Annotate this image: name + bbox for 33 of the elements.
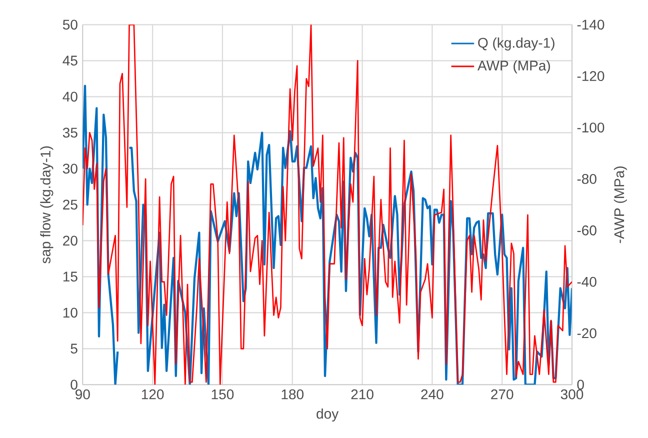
y-axis-title: sap flow (kg.day-1) — [40, 146, 54, 264]
y2-axis-title: -AWP (MPa) — [614, 166, 627, 244]
y-tick-label: 50 — [62, 20, 78, 30]
x-tick-label: 300 — [560, 389, 584, 400]
x-tick-label: 90 — [76, 389, 90, 400]
x-tick-label: 180 — [282, 389, 304, 400]
y-tick-label: 20 — [63, 236, 78, 246]
x-axis-title: doy — [316, 408, 339, 422]
y-tick-label: 25 — [63, 200, 78, 210]
y2-tick-label: -100 — [577, 122, 604, 132]
y-tick-label: 15 — [63, 272, 78, 282]
x-tick-label: 120 — [142, 389, 164, 400]
y-tick-label: 0 — [70, 380, 78, 390]
y2-tick-label: -140 — [577, 20, 604, 30]
x-tick-label: 150 — [212, 389, 234, 400]
x-tick-label: 270 — [491, 389, 514, 400]
line-series — [82, 24, 572, 385]
y2-tick-label: -20 — [577, 328, 596, 338]
y2-tick-label: 0 — [577, 380, 584, 390]
y-tick-label: 35 — [62, 128, 78, 138]
y-tick-label: 30 — [62, 164, 78, 174]
y-tick-label: 45 — [62, 56, 78, 66]
y-tick-label: 10 — [63, 308, 78, 318]
y-tick-label: 40 — [62, 92, 78, 102]
y2-tick-label: -80 — [577, 174, 596, 184]
x-tick-label: 210 — [351, 389, 374, 400]
legend-label: Q (kg.day-1) — [478, 37, 554, 51]
y2-tick-label: -120 — [577, 71, 604, 82]
legend-label: AWP (MPa) — [478, 60, 550, 74]
x-tick-label: 240 — [421, 389, 444, 400]
y2-tick-label: -40 — [577, 276, 596, 287]
y2-tick-label: -60 — [577, 225, 596, 236]
y-tick-label: 5 — [70, 344, 78, 354]
